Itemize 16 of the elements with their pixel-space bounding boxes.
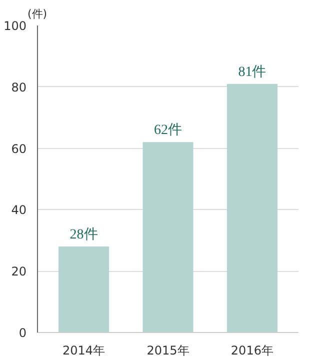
bar — [226, 84, 278, 332]
y-tick-label: 100 — [4, 19, 26, 33]
y-axis-title: (件) — [28, 8, 48, 20]
data-label: 62件 — [154, 122, 182, 138]
x-tick-label: 2016年 — [230, 344, 274, 358]
data-label: 81件 — [238, 64, 266, 80]
bar — [142, 142, 194, 332]
y-tick-label: 0 — [18, 326, 27, 340]
y-tick-label: 20 — [11, 264, 27, 279]
y-tick-label: 60 — [11, 142, 27, 156]
y-tick-label: 80 — [11, 80, 27, 94]
data-label: 28件 — [70, 226, 98, 243]
x-tick-label: 2014年 — [62, 344, 106, 358]
bar — [58, 246, 110, 332]
x-tick-label: 2015年 — [146, 344, 190, 358]
y-tick-label: 40 — [11, 203, 27, 218]
